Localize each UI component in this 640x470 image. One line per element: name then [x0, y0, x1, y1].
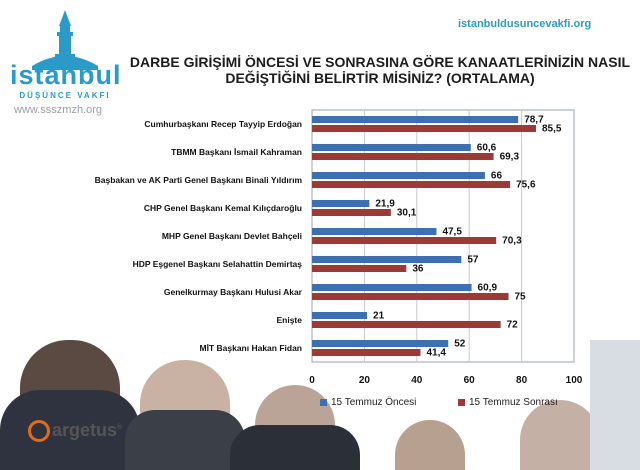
photo-background	[590, 340, 640, 470]
data-label-s1-2: 66	[491, 171, 503, 182]
x-tick-label-1: 20	[359, 375, 371, 386]
plot-area	[311, 109, 575, 363]
category-label-0: Cumhurbaşkanı Recep Tayyip Erdoğan	[144, 119, 302, 129]
site-url[interactable]: istanbuldusuncevakfi.org	[458, 18, 592, 30]
data-label-s2-1: 69,3	[500, 152, 520, 163]
legend-item-1: 15 Temmuz Öncesi	[320, 397, 416, 408]
photo-person-4	[395, 420, 465, 470]
x-tick-label-3: 60	[464, 375, 476, 386]
data-label-s2-2: 75,6	[516, 180, 536, 191]
data-label-s1-8: 52	[454, 339, 466, 350]
photo-person-3-suit	[230, 425, 360, 470]
legend-swatch-1	[320, 398, 327, 406]
galata-tower-icon	[32, 10, 98, 70]
brand-name: argetus	[52, 420, 118, 440]
bar-s2-5	[312, 265, 407, 272]
bar-s2-4	[312, 237, 497, 244]
bar-s1-5	[312, 256, 462, 263]
bar-s1-2	[312, 172, 485, 179]
photo-person-2-suit	[125, 410, 245, 470]
data-label-s1-4: 47,5	[442, 227, 462, 238]
data-label-s2-7: 72	[507, 320, 519, 331]
bar-s1-0	[312, 116, 519, 123]
bar-s1-3	[312, 200, 370, 207]
category-label-2: Başbakan ve AK Parti Genel Başkanı Binal…	[95, 175, 303, 185]
data-label-s2-5: 36	[412, 264, 424, 275]
bar-s2-7	[312, 321, 501, 328]
photo-person-1-suit	[0, 390, 140, 470]
data-label-s2-3: 30,1	[397, 208, 417, 219]
data-label-s1-7: 21	[373, 311, 385, 322]
bar-s2-2	[312, 181, 511, 188]
category-label-5: HDP Eşgenel Başkanı Selahattin Demirtaş	[133, 259, 303, 269]
data-label-s1-0: 78,7	[524, 115, 544, 126]
logo-subtitle: DÜŞÜNCE VAKFI	[19, 91, 111, 100]
legend-label-2: 15 Temmuz Sonrası	[469, 397, 558, 408]
category-label-4: MHP Genel Başkanı Devlet Bahçeli	[162, 231, 302, 241]
x-tick-label-0: 0	[309, 375, 315, 386]
bar-s1-7	[312, 312, 368, 319]
legend-item-2: 15 Temmuz Sonrası	[458, 397, 558, 408]
legend-label-1: 15 Temmuz Öncesi	[331, 397, 417, 408]
watermark: www.ssszmzh.org	[14, 104, 103, 116]
photo-person-5	[520, 400, 600, 470]
category-label-7: Enişte	[276, 315, 302, 325]
logo-name: istanbul	[10, 60, 122, 90]
photo-area	[0, 330, 640, 470]
bar-s2-3	[312, 209, 391, 216]
brand-logo: argetus®	[28, 420, 122, 443]
legend-swatch-2	[458, 398, 465, 406]
x-tick-label-5: 100	[566, 375, 583, 386]
data-label-s2-6: 75	[515, 292, 527, 303]
data-label-s1-6: 60,9	[478, 283, 498, 294]
category-label-8: MİT Başkanı Hakan Fidan	[200, 343, 303, 353]
data-label-s2-4: 70,3	[502, 236, 522, 247]
category-label-6: Genelkurmay Başkanı Hulusi Akar	[164, 287, 303, 297]
data-label-s2-0: 85,5	[542, 124, 562, 135]
bar-s2-0	[312, 125, 537, 132]
bar-s1-8	[312, 340, 449, 347]
category-label-3: CHP Genel Başkanı Kemal Kılıçdaroğlu	[144, 203, 302, 213]
data-label-s1-5: 57	[467, 255, 479, 266]
bar-s1-4	[312, 228, 437, 235]
data-label-s1-1: 60,6	[477, 143, 497, 154]
chart-title: DARBE GİRİŞİMİ ÖNCESİ VE SONRASINA GÖRE …	[129, 54, 631, 86]
bar-s2-1	[312, 153, 494, 160]
x-tick-label-4: 80	[516, 375, 528, 386]
data-label-s2-8: 41,4	[426, 348, 446, 359]
bar-s1-6	[312, 284, 472, 291]
x-tick-label-2: 40	[411, 375, 423, 386]
brand-ring-icon	[28, 420, 50, 443]
category-label-1: TBMM Başkanı İsmail Kahraman	[171, 147, 302, 157]
bar-s1-1	[312, 144, 471, 151]
bar-s2-6	[312, 293, 509, 300]
bar-s2-8	[312, 349, 421, 356]
data-label-s1-3: 21,9	[375, 199, 395, 210]
